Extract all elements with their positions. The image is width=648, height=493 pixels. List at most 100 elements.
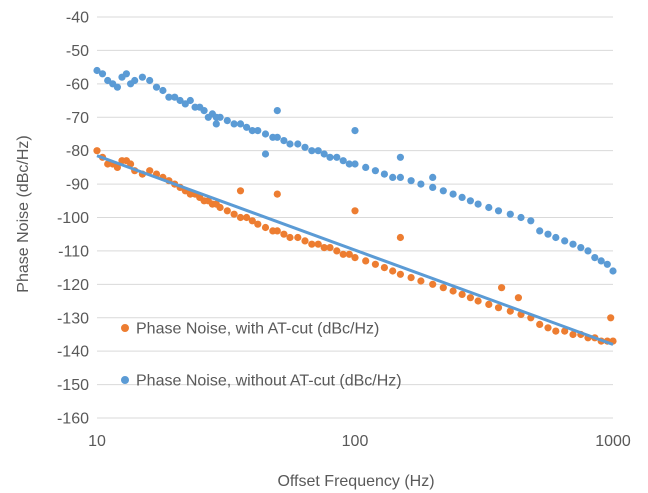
series-layer [93,66,617,346]
data-point [552,327,560,335]
data-point [485,300,493,308]
data-point [439,284,447,292]
data-point [280,230,288,238]
data-point [371,167,379,175]
data-point [152,83,161,91]
data-point [569,240,577,248]
y-tick-label: -60 [66,76,89,93]
y-tick-label: -110 [58,243,89,260]
data-point [261,150,270,158]
data-point [314,147,322,155]
data-point [243,123,251,131]
data-point [286,233,294,242]
data-point [389,173,397,181]
data-point [514,294,523,302]
data-point [320,244,328,252]
data-point [396,173,404,181]
data-point [186,96,194,105]
y-tick-label: -130 [57,310,89,327]
data-point [308,240,316,248]
legend: Phase Noise, with AT-cut (dBc/Hz) Phase N… [121,321,402,390]
data-point [113,83,121,91]
legend-marker [121,376,129,384]
data-point [485,203,493,212]
data-point [131,76,139,85]
data-point [607,314,615,322]
data-point [273,190,281,198]
data-point [498,284,506,292]
data-point [294,233,302,242]
x-axis-title: Offset Frequency (Hz) [277,473,434,490]
data-point [333,153,341,161]
x-tick-label: 10 [88,433,106,450]
series-1 [93,66,617,275]
y-tick-label: -70 [66,110,89,127]
data-point [362,257,370,265]
data-point [165,93,173,101]
y-tick-label: -50 [66,43,89,60]
data-point [577,244,585,252]
trend-line [96,154,614,346]
data-point [417,180,425,188]
data-point [597,257,605,265]
data-point [396,270,404,278]
data-point [261,223,270,232]
data-point [345,250,353,258]
data-point [561,237,569,245]
y-tick-label: -160 [57,411,89,428]
data-point [466,294,474,302]
data-point [212,120,220,128]
data-point [230,210,238,218]
data-point [333,247,341,255]
data-point [314,240,322,248]
data-point [429,280,437,288]
data-point [294,140,302,148]
data-point [248,217,256,225]
data-point [351,207,359,215]
data-point [351,160,359,168]
data-point [506,210,514,218]
data-point [261,130,270,138]
data-point [494,304,503,312]
x-tick-label: 1000 [595,433,631,450]
y-tick-label: -80 [66,143,89,160]
data-point [113,163,121,171]
data-point [396,233,404,242]
data-point [536,227,544,235]
data-point [351,254,359,262]
data-point [159,86,167,95]
data-point [362,163,370,171]
data-point [93,147,101,155]
data-point [345,160,353,168]
data-point [506,307,514,315]
data-point [439,187,447,195]
data-point [474,200,482,208]
y-axis-title: Phase Noise (dBc/Hz) [15,135,32,292]
legend-label: Phase Noise, without AT-cut (dBc/Hz) [136,373,402,390]
y-tick-label: -40 [66,10,89,27]
data-point [301,237,309,245]
data-point [122,70,130,78]
data-point [449,287,457,295]
data-point [146,76,154,85]
data-point [286,140,294,148]
data-point [351,127,359,135]
data-point [138,73,146,81]
data-point [407,177,415,185]
data-point [200,107,208,115]
x-tick-label: 100 [342,433,369,450]
data-point [458,193,466,201]
data-point [429,183,437,191]
data-point [243,213,251,222]
data-point [407,274,415,282]
data-point [223,117,231,125]
y-tick-label: -150 [57,377,89,394]
y-tick-label: -120 [57,277,89,294]
data-point [527,217,535,225]
data-point [603,260,611,268]
data-point [216,113,224,121]
data-point [326,244,334,252]
data-point [273,133,281,141]
